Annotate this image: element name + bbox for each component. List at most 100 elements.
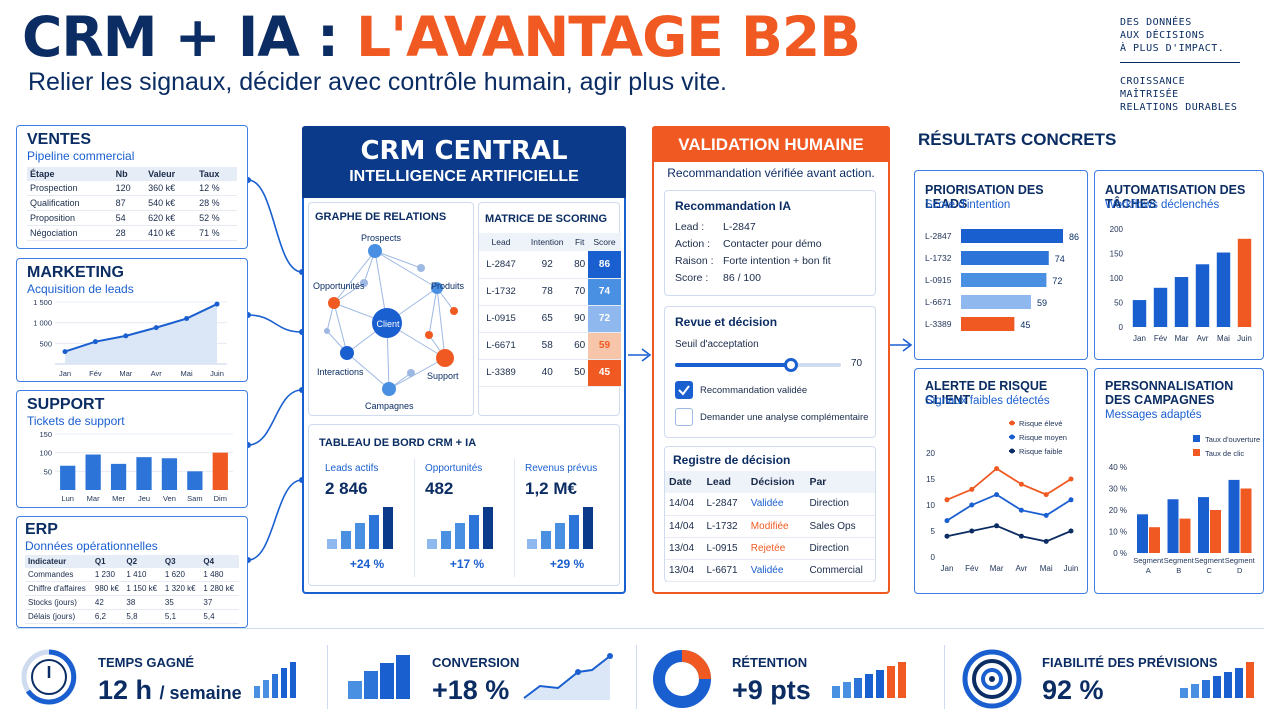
y-tick-label: 150 bbox=[1110, 250, 1124, 259]
page-title: CRM + IA : L'AVANTAGE B2B bbox=[22, 4, 861, 70]
table-cell: L-2847 bbox=[702, 493, 747, 516]
data-point bbox=[1068, 497, 1074, 503]
tagline-line: MAÎTRISÉE bbox=[1120, 89, 1179, 100]
table-header: Par bbox=[805, 471, 875, 493]
y-tick-label: 100 bbox=[1110, 274, 1124, 283]
x-tick-label: Avr bbox=[1197, 334, 1209, 343]
ai-recommendation-card: Recommandation IA Lead : L-2847 Action : Co… bbox=[664, 190, 876, 296]
node-produits bbox=[431, 282, 443, 294]
table-cell: 12 % bbox=[196, 181, 237, 196]
tagline-line: RELATIONS DURABLES bbox=[1120, 102, 1238, 113]
x-tick-label: Mar bbox=[87, 494, 100, 503]
table-cell: Qualification bbox=[27, 195, 113, 211]
bar bbox=[961, 273, 1047, 287]
legend-marker bbox=[1193, 449, 1200, 456]
graph-title: GRAPHE DE RELATIONS bbox=[315, 211, 447, 223]
ventes-subtitle: Pipeline commercial bbox=[27, 149, 135, 163]
table-cell: Chiffre d'affaires bbox=[25, 581, 92, 596]
data-point bbox=[184, 316, 190, 322]
table-cell: 13/04 bbox=[665, 559, 703, 582]
lead-label: L-6671 bbox=[925, 297, 952, 307]
node-label-client: Client bbox=[376, 319, 400, 329]
x-tick-label: Juin bbox=[1237, 334, 1252, 343]
bar bbox=[1210, 510, 1221, 553]
node-interactions bbox=[340, 346, 354, 360]
table-row: Négociation 28 410 k€ 71 % bbox=[27, 225, 237, 241]
x-tick-label: Sam bbox=[187, 494, 202, 503]
y-tick-label: 5 bbox=[931, 527, 936, 536]
mini-bars-icon bbox=[832, 662, 906, 698]
checkbox-validated[interactable] bbox=[675, 381, 693, 399]
tagline-bottom: CROISSANCE MAÎTRISÉE RELATIONS DURABLES bbox=[1120, 75, 1237, 114]
arrow-right-icon bbox=[902, 338, 913, 352]
connector-support bbox=[247, 389, 303, 446]
personnalisation-card: PERSONNALISATION DES CAMPAGNES Messages … bbox=[1094, 368, 1264, 594]
support-bar-chart: 150 100 50 Lun Mar Mer Jeu Ven Sam Dim bbox=[39, 430, 233, 503]
x-tick-label: Mai bbox=[1217, 334, 1230, 343]
bar bbox=[1195, 264, 1210, 327]
table-cell: L-0915 bbox=[479, 305, 523, 333]
series-line bbox=[946, 524, 1072, 543]
kpi-temps-label: TEMPS GAGNÉ bbox=[98, 655, 195, 670]
data-point bbox=[969, 502, 975, 508]
table-cell: Commandes bbox=[25, 568, 92, 582]
priorisation-title: PRIORISATION DES LEADS bbox=[925, 183, 1044, 211]
table-header: Taux bbox=[196, 167, 237, 181]
connector-marketing bbox=[247, 314, 303, 333]
check-icon bbox=[678, 385, 690, 396]
table-cell: 360 k€ bbox=[145, 181, 197, 196]
data-point bbox=[1043, 512, 1049, 518]
kpi-value: 1,2 M€ bbox=[525, 479, 577, 498]
kpi-value: 2 846 bbox=[325, 479, 368, 498]
tagline-line: DES DONNÉES bbox=[1120, 17, 1192, 28]
threshold-slider[interactable] bbox=[675, 358, 841, 372]
table-row: 13/04 L-6671 Validée Commercial bbox=[665, 559, 875, 582]
target-icon bbox=[962, 649, 1022, 709]
node-label-produits: Produits bbox=[431, 281, 465, 291]
table-row: L-0915 65 90 72 bbox=[479, 305, 621, 333]
data-point bbox=[1043, 492, 1049, 498]
y-tick-label: 40 % bbox=[1109, 463, 1127, 472]
validation-subtitle: Recommandation vérifiée avant action. bbox=[667, 166, 875, 180]
y-tick-label: 50 bbox=[44, 467, 52, 476]
table-cell: 1 480 bbox=[200, 568, 239, 582]
data-point bbox=[1068, 476, 1074, 482]
kpi-tile: Opportunités 482 +17 % bbox=[419, 459, 515, 577]
recommendation-value: 86 / 100 bbox=[723, 272, 761, 284]
donut-icon bbox=[653, 650, 711, 708]
y-tick-label: 0 bbox=[1119, 323, 1124, 332]
slider-handle[interactable] bbox=[784, 358, 799, 372]
checkbox-more-analysis[interactable] bbox=[675, 408, 693, 426]
kpi-fiabilite-label: FIABILITÉ DES PRÉVISIONS bbox=[1042, 655, 1218, 670]
scoring-matrix-card: MATRICE DE SCORING Lead Intention Fit Sc… bbox=[478, 202, 621, 416]
arrow-right-icon bbox=[641, 348, 652, 362]
slider-fill bbox=[675, 363, 792, 367]
connector-ventes bbox=[247, 179, 303, 273]
table-row: 13/04 L-0915 Rejetée Direction bbox=[665, 537, 875, 560]
personnalisation-title: PERSONNALISATION DES CAMPAGNES bbox=[1105, 379, 1234, 407]
lead-label: L-1732 bbox=[925, 253, 952, 263]
recommendation-value: Forte intention + bon fit bbox=[723, 255, 831, 267]
data-point bbox=[1018, 533, 1024, 539]
recommendation-key: Action : bbox=[675, 238, 711, 250]
register-table: Date Lead Décision Par 14/04 L-2847 Validé… bbox=[665, 471, 875, 582]
lead-label: L-0915 bbox=[925, 275, 952, 285]
series-line bbox=[64, 303, 218, 353]
review-title: Revue et décision bbox=[675, 315, 778, 329]
x-tick-label: C bbox=[1207, 566, 1213, 575]
recommendation-title: Recommandation IA bbox=[675, 199, 792, 213]
ventes-card: VENTES Pipeline commercial Étape Nb Vale… bbox=[16, 125, 248, 249]
data-point bbox=[944, 497, 950, 503]
y-tick-label: 20 % bbox=[1109, 506, 1127, 515]
y-tick-label: 10 bbox=[926, 501, 935, 510]
table-cell: Négociation bbox=[27, 225, 113, 241]
bar bbox=[1167, 499, 1179, 553]
bar bbox=[161, 458, 178, 490]
kpi-label: Opportunités bbox=[425, 463, 483, 474]
bar bbox=[1237, 238, 1252, 327]
crm-dashboard-card: TABLEAU DE BORD CRM + IA Leads actifs 2 … bbox=[308, 424, 620, 586]
table-cell: 5,4 bbox=[200, 609, 239, 624]
data-point bbox=[944, 533, 950, 539]
x-tick-label: Segment bbox=[1164, 556, 1195, 565]
x-tick-label: Jan bbox=[941, 564, 954, 573]
